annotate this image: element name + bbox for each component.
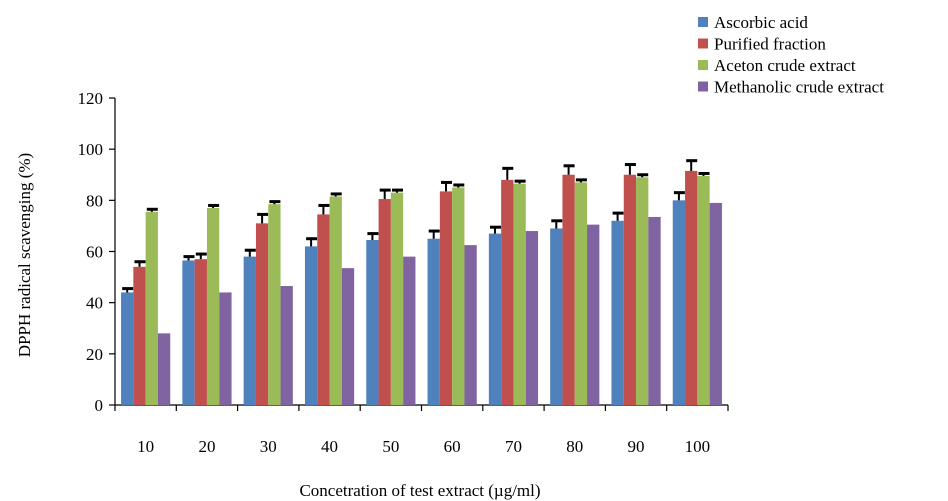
bar bbox=[501, 179, 514, 405]
legend-label: Methanolic crude extract bbox=[714, 78, 884, 97]
bar bbox=[587, 224, 600, 405]
bar bbox=[121, 292, 134, 405]
bar bbox=[672, 200, 686, 405]
legend-swatch bbox=[698, 17, 708, 27]
bar bbox=[317, 214, 330, 405]
bar bbox=[464, 245, 477, 405]
y-axis-title: DPPH radical scavenging (%) bbox=[15, 153, 34, 357]
legend-label: Ascorbic acid bbox=[714, 13, 808, 32]
bar bbox=[709, 202, 722, 405]
bar bbox=[390, 192, 404, 405]
bar bbox=[219, 292, 232, 405]
bar bbox=[525, 231, 539, 405]
y-tick-label: 60 bbox=[86, 243, 103, 262]
y-tick-label: 120 bbox=[78, 89, 104, 108]
bar bbox=[623, 174, 637, 405]
bar bbox=[366, 239, 379, 405]
bar bbox=[243, 256, 256, 405]
y-tick-label: 100 bbox=[78, 140, 104, 159]
x-tick-label: 90 bbox=[628, 437, 645, 456]
x-axis: 10 20 30 40 50 60 70 80 90 100 bbox=[114, 404, 729, 456]
bar bbox=[513, 183, 526, 405]
bar bbox=[488, 233, 502, 405]
bar bbox=[329, 196, 342, 405]
bar bbox=[268, 204, 281, 405]
series-2 bbox=[145, 171, 710, 405]
bar bbox=[439, 191, 453, 405]
bar bbox=[562, 174, 575, 405]
x-tick-label: 60 bbox=[444, 437, 461, 456]
bar bbox=[157, 333, 171, 405]
series-0 bbox=[121, 191, 686, 405]
bar bbox=[550, 228, 563, 405]
legend-swatch bbox=[698, 60, 708, 70]
bar bbox=[341, 268, 355, 405]
x-tick-label: 80 bbox=[566, 437, 583, 456]
bar bbox=[452, 187, 465, 405]
y-tick-label: 0 bbox=[95, 396, 104, 415]
x-tick-label: 70 bbox=[505, 437, 522, 456]
legend: Ascorbic acid Purified fraction Aceton cru… bbox=[698, 13, 884, 97]
legend-swatch bbox=[698, 81, 708, 92]
bar bbox=[648, 216, 661, 405]
bar bbox=[427, 238, 440, 405]
bar bbox=[133, 266, 146, 405]
x-tick-label: 10 bbox=[137, 437, 154, 456]
y-tick-label: 20 bbox=[86, 345, 103, 364]
x-tick-label: 30 bbox=[260, 437, 277, 456]
series-1 bbox=[133, 159, 698, 405]
x-axis-title: Concetration of test extract (µg/ml) bbox=[299, 481, 540, 500]
y-tick-label: 80 bbox=[86, 191, 103, 210]
bar bbox=[611, 220, 624, 405]
bar bbox=[255, 223, 269, 405]
bar bbox=[145, 211, 158, 405]
bars bbox=[121, 159, 722, 405]
bar bbox=[304, 246, 318, 405]
x-tick-label: 40 bbox=[321, 437, 338, 456]
bar bbox=[194, 259, 207, 405]
bar bbox=[636, 177, 649, 405]
y-axis: 0 20 40 60 80 100 120 bbox=[78, 89, 116, 415]
series-3 bbox=[157, 202, 722, 405]
x-tick-label: 50 bbox=[382, 437, 399, 456]
bar bbox=[685, 170, 698, 405]
bar bbox=[697, 176, 710, 405]
y-tick-label: 40 bbox=[86, 294, 103, 313]
legend-label: Purified fraction bbox=[714, 35, 826, 54]
bar bbox=[182, 260, 195, 405]
legend-label: Aceton crude extract bbox=[714, 56, 856, 75]
bar bbox=[574, 182, 588, 405]
bar bbox=[280, 286, 293, 405]
x-tick-label: 100 bbox=[685, 437, 711, 456]
bar bbox=[403, 256, 416, 405]
x-tick-label: 20 bbox=[198, 437, 215, 456]
bar bbox=[206, 208, 220, 405]
legend-swatch bbox=[698, 38, 708, 49]
bar bbox=[378, 199, 391, 405]
